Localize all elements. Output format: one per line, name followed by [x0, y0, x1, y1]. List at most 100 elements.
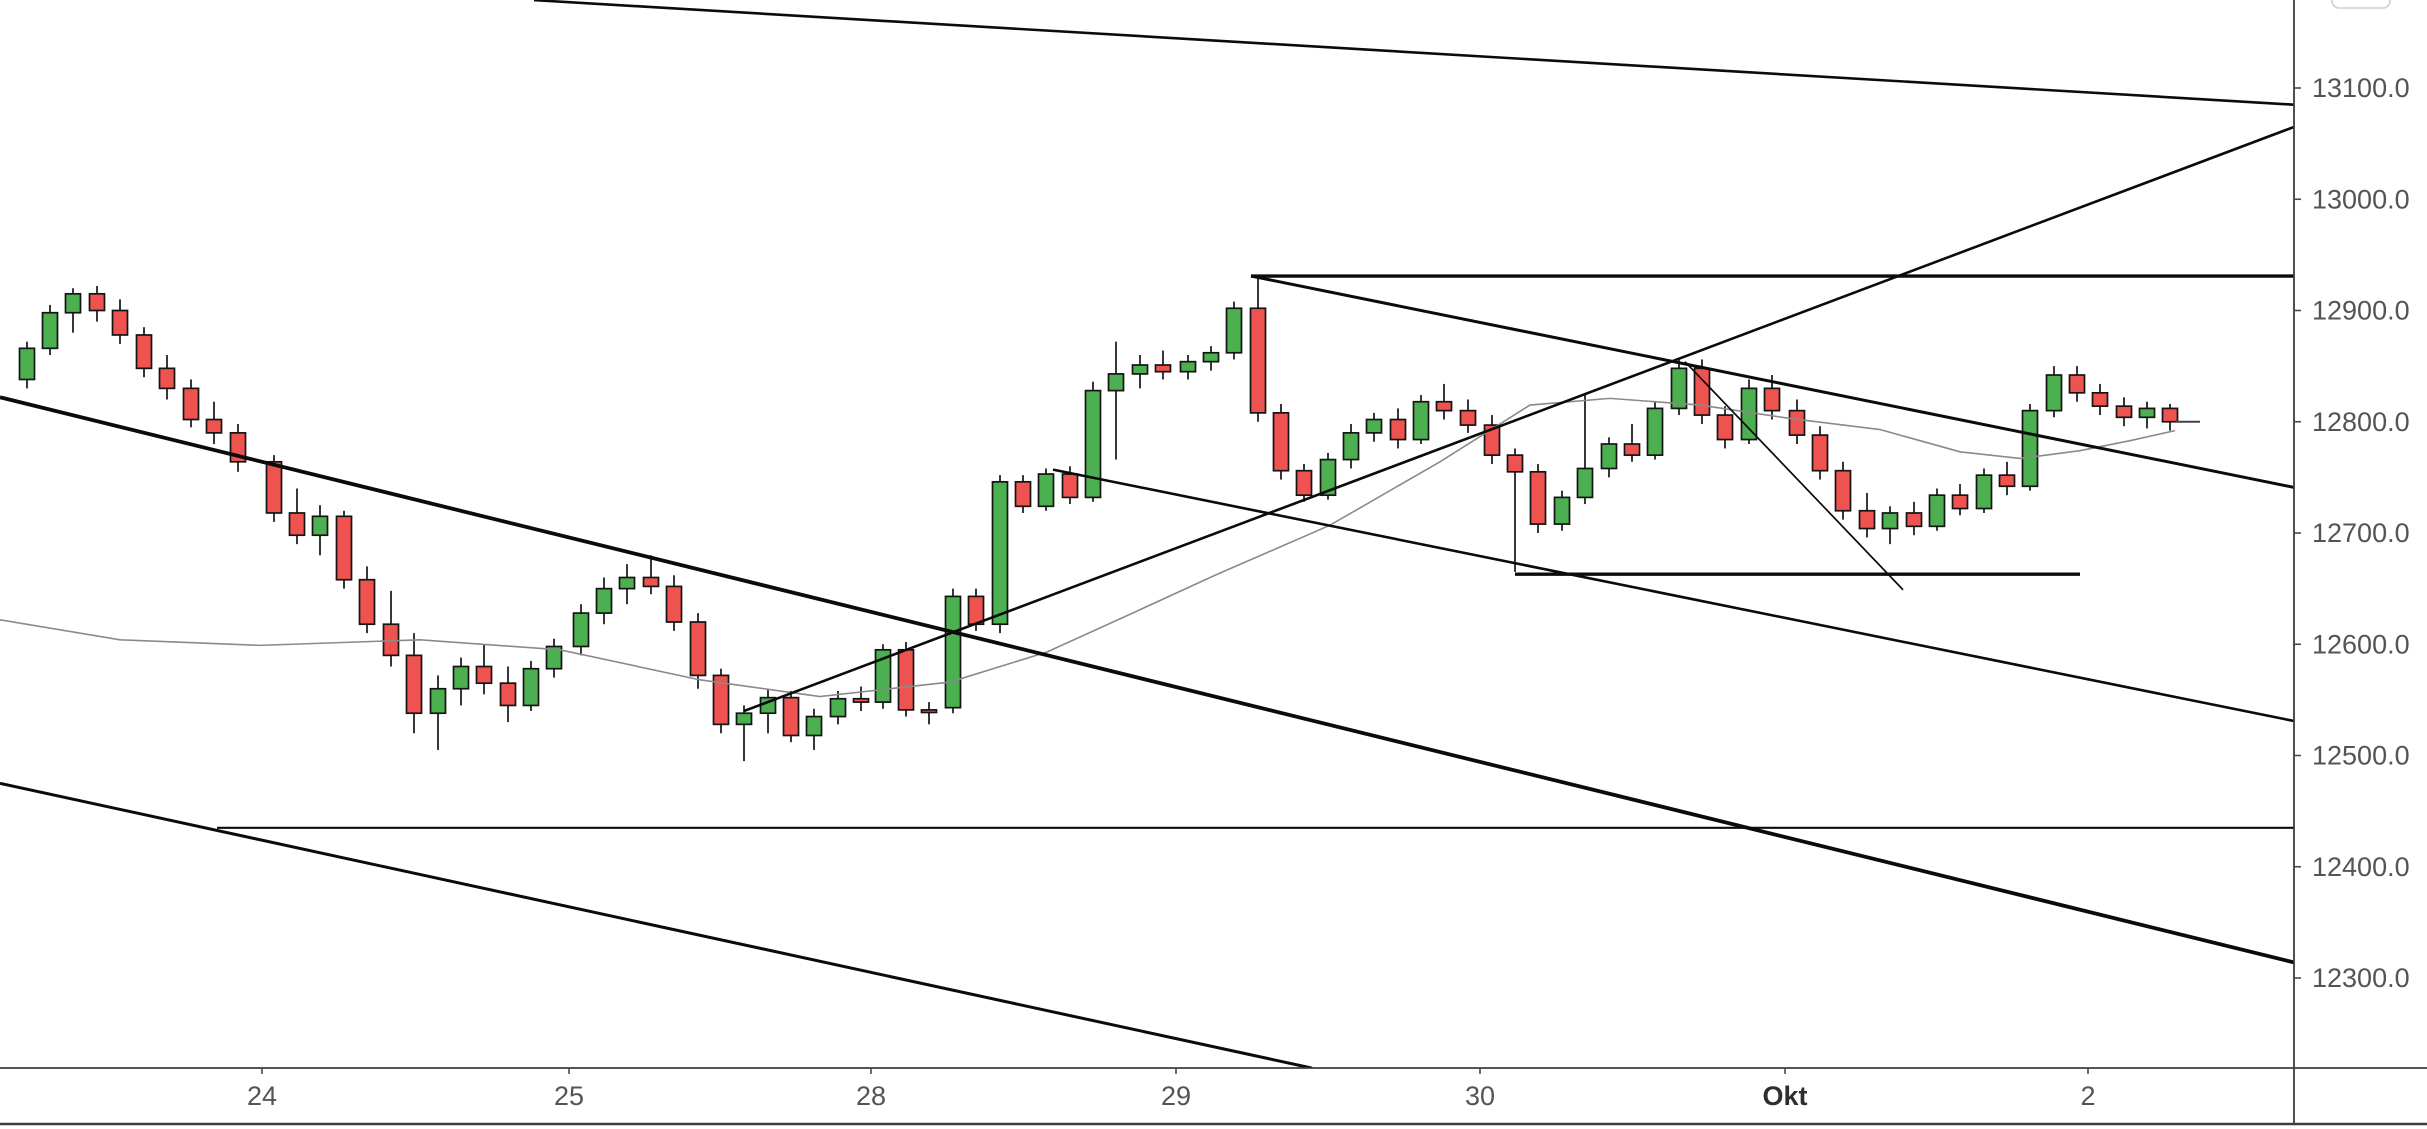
candle-body	[1295, 469, 1313, 497]
candle-body	[64, 292, 82, 314]
candle	[429, 675, 447, 750]
time-label: 2	[2080, 1081, 2095, 1111]
candle	[1483, 415, 1501, 465]
time-label: 29	[1161, 1081, 1191, 1111]
candle-body	[545, 645, 563, 670]
candle-body	[158, 367, 176, 390]
trendline-ascending-support-ray[interactable]	[743, 125, 2294, 713]
candle-body	[429, 687, 447, 715]
candle	[205, 401, 223, 444]
candle	[2021, 403, 2039, 491]
candle-body	[1225, 307, 1243, 354]
candle	[64, 288, 82, 333]
candle	[2045, 366, 2063, 418]
candle-body	[1014, 480, 1032, 508]
price-label: 12300.0	[2312, 963, 2410, 993]
candle-body	[1951, 494, 1969, 510]
corner-button-fragment[interactable]	[2331, 0, 2391, 9]
candle-body	[1483, 424, 1501, 456]
candle-body	[967, 595, 985, 626]
candle-body	[18, 347, 36, 381]
candle	[1905, 501, 1923, 536]
candle	[1858, 492, 1876, 538]
candle	[1365, 412, 1383, 442]
candle-body	[358, 578, 376, 626]
candle-body	[2115, 405, 2133, 419]
candle	[1576, 395, 1594, 505]
candle	[572, 604, 590, 656]
candle	[782, 690, 800, 743]
candle-body	[1670, 367, 1688, 410]
candle	[735, 705, 753, 762]
candle	[1928, 488, 1946, 531]
candle-body	[452, 665, 470, 690]
candle-body	[1506, 454, 1524, 473]
candle	[1014, 475, 1032, 513]
candle-body	[1435, 400, 1453, 412]
candle-body	[782, 696, 800, 737]
candle-body	[1693, 367, 1711, 416]
candle	[1037, 468, 1055, 511]
candle	[1459, 399, 1477, 433]
candle	[311, 505, 329, 556]
candle	[405, 633, 423, 734]
time-axis[interactable]: 24 25 28 29 30 Okt 2	[247, 1068, 2096, 1111]
candle-body	[1389, 418, 1407, 441]
candle	[1225, 301, 1243, 360]
candle	[88, 286, 106, 322]
candle-body	[1858, 509, 1876, 530]
trendline-long-descending-channel-line[interactable]	[0, 395, 2294, 965]
time-label: 30	[1465, 1081, 1495, 1111]
candle	[2115, 397, 2133, 427]
time-label: 25	[554, 1081, 584, 1111]
trendline-peak-descending-line[interactable]	[1250, 274, 2294, 489]
candle-body	[1272, 412, 1290, 472]
candle-body	[1249, 307, 1267, 414]
candle	[1998, 461, 2016, 496]
price-axis[interactable]: 13100.0 13000.0 12900.0 12800.0 12700.0 12600…	[2294, 73, 2410, 993]
price-label: 12800.0	[2312, 407, 2410, 437]
candle-body	[1179, 360, 1197, 373]
candle-body	[135, 334, 153, 370]
candle	[1202, 346, 1220, 371]
candle-body	[311, 515, 329, 537]
candle	[689, 613, 707, 689]
candle-body	[2068, 374, 2086, 394]
candle	[335, 510, 353, 589]
candle-body	[1716, 414, 1734, 441]
candle-body	[897, 648, 915, 711]
candle	[1272, 403, 1290, 480]
candle-body	[522, 667, 540, 707]
candle-body	[1365, 418, 1383, 434]
candle-body	[920, 709, 938, 714]
candle	[595, 577, 613, 625]
candle-body	[2021, 409, 2039, 488]
price-pane[interactable]	[0, 0, 2294, 1068]
trendline-upper-descending-ray[interactable]	[533, 0, 2294, 106]
candle-body	[88, 292, 106, 312]
candle	[712, 668, 730, 734]
candle	[1834, 461, 1852, 520]
candle	[2068, 366, 2086, 402]
trendline-mid-descending-channel-line[interactable]	[1052, 468, 2294, 723]
candle	[18, 341, 36, 389]
candle	[1811, 426, 1829, 480]
candle-body	[182, 387, 200, 421]
candle	[665, 575, 683, 631]
candle-body	[382, 623, 400, 657]
candle	[1154, 350, 1172, 380]
candle-body	[2091, 391, 2109, 408]
candle-body	[405, 654, 423, 715]
candle-body	[1646, 407, 1664, 456]
candle-body	[205, 418, 223, 434]
trendline-steep-minor-line[interactable]	[1684, 361, 1904, 591]
candle-body	[642, 576, 660, 588]
candle	[829, 690, 847, 725]
candle	[1389, 408, 1407, 449]
candle	[1249, 276, 1267, 422]
trendline-lower-descending-channel-line[interactable]	[0, 781, 1313, 1068]
candle-body	[2138, 407, 2156, 419]
candle-body	[1107, 373, 1125, 392]
candle-body	[41, 311, 59, 350]
